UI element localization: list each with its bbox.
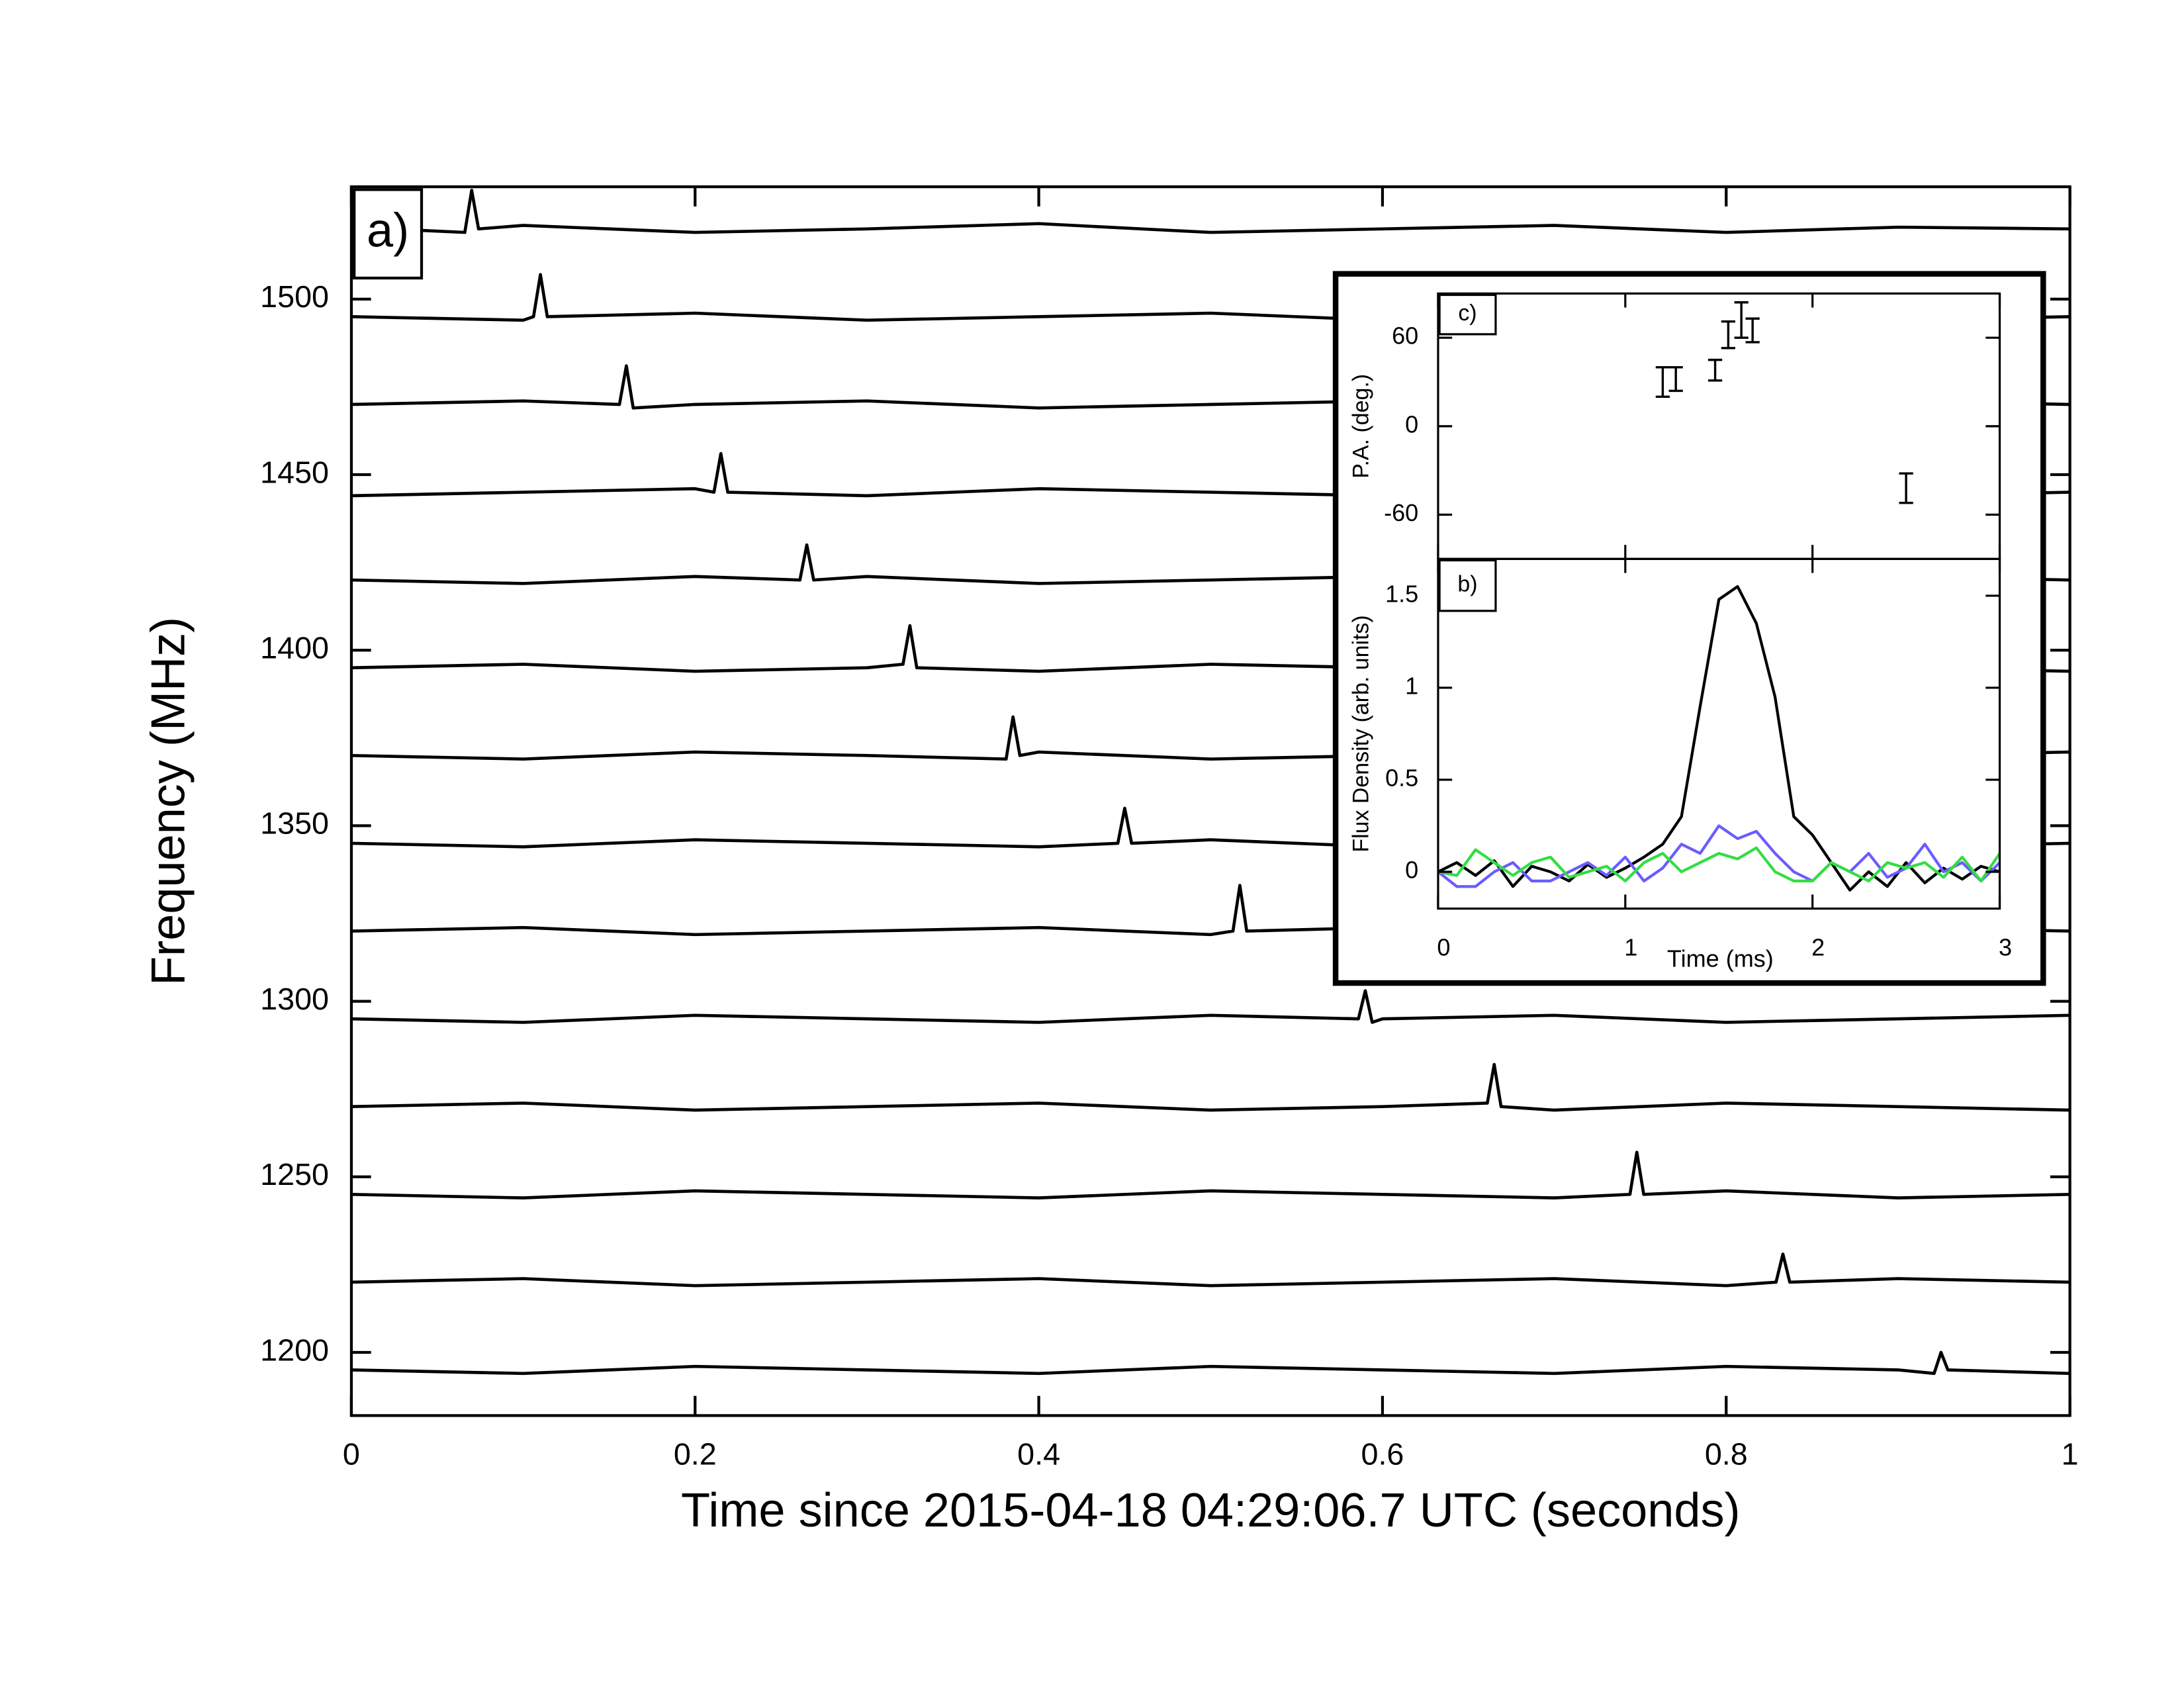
y-tick-label: 0 <box>1405 410 1418 438</box>
y-tick-label: 1250 <box>260 1157 329 1192</box>
x-tick-label: 0.2 <box>674 1436 717 1471</box>
y-tick-label: 1450 <box>260 455 329 489</box>
y-axis-label: P.A. (deg.) <box>1348 374 1373 479</box>
y-tick-label: -60 <box>1384 499 1418 526</box>
data-line <box>351 1350 2070 1376</box>
inset-background <box>1332 271 2046 986</box>
x-tick-label: 1 <box>1624 934 1637 961</box>
x-tick-label: 0.8 <box>1705 1436 1748 1471</box>
x-tick-label: 0 <box>343 1436 360 1471</box>
annotation-box <box>1438 559 1497 612</box>
y-tick-label: 1200 <box>260 1333 329 1367</box>
x-axis-label: Time since 2015-04-18 04:29:06.7 UTC (se… <box>681 1484 1741 1537</box>
y-axis-label: Flux Density (arb. units) <box>1348 615 1373 852</box>
y-tick-label: 1350 <box>260 806 329 841</box>
x-tick-label: 1 <box>2062 1436 2079 1471</box>
error-bar <box>1899 472 1913 504</box>
panel: -60 0 60 P.A. (deg.) c) <box>1348 292 2001 560</box>
x-tick-label: 3 <box>1999 934 2012 961</box>
x-tick-label: 0.6 <box>1361 1436 1404 1471</box>
error-bar <box>1655 366 1670 399</box>
panel-annotation: a) <box>367 204 409 257</box>
error-bar <box>1734 301 1749 339</box>
x-tick-label: 0.4 <box>1017 1436 1060 1471</box>
x-tick-label: 2 <box>1811 934 1825 961</box>
data-line <box>1437 585 2001 892</box>
plot-frame <box>349 185 2071 1417</box>
data-line <box>351 989 2070 1024</box>
panel-annotation: b) <box>1457 572 1477 597</box>
x-axis-label: Time (ms) <box>1667 945 1774 972</box>
data-line <box>351 189 2070 234</box>
data-line <box>1437 846 2001 883</box>
panel-annotation: c) <box>1458 301 1477 326</box>
error-bar <box>1668 366 1683 393</box>
y-tick-label: 0 <box>1405 857 1418 884</box>
annotation-box <box>353 188 424 280</box>
data-line <box>351 1062 2070 1112</box>
y-tick-label: 60 <box>1392 322 1418 350</box>
y-tick-label: 0.5 <box>1385 765 1418 792</box>
y-tick-label: 1 <box>1405 672 1418 699</box>
data-line <box>351 1252 2070 1288</box>
y-axis-label: Frequency (MHz) <box>142 617 195 986</box>
annotation-box <box>1438 293 1497 336</box>
y-tick-label: 1300 <box>260 982 329 1016</box>
error-bar <box>1745 317 1760 344</box>
y-tick-label: 1400 <box>260 631 329 665</box>
panel: 0 0.5 1 1.5 0 1 2 3 Time (ms) Flux Density (arb. … <box>1348 557 2012 972</box>
plot-frame <box>1437 557 2001 910</box>
y-tick-label: 1500 <box>260 279 329 314</box>
y-tick-label: 1.5 <box>1385 580 1418 607</box>
error-bar <box>1721 320 1735 350</box>
x-tick-label: 0 <box>1437 934 1450 961</box>
data-line <box>351 1150 2070 1199</box>
error-bar <box>1707 358 1723 382</box>
